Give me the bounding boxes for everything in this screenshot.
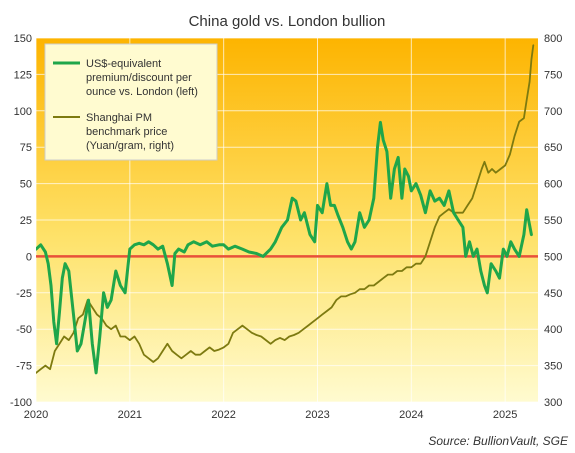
y-left-tick-label: 0 <box>26 251 32 263</box>
legend-label-shanghai-1: Shanghai PM <box>86 112 152 124</box>
legend: US$-equivalent premium/discount per ounc… <box>44 43 218 161</box>
legend-label-premium-1: US$-equivalent <box>86 58 161 70</box>
y-left-tick-label: -50 <box>16 324 32 336</box>
legend-label-premium-3: ounce vs. London (left) <box>86 86 198 98</box>
x-tick-label: 2025 <box>493 409 517 421</box>
y-right-tick-label: 300 <box>544 397 562 409</box>
y-right-tick-label: 700 <box>544 106 562 118</box>
series-line-premium <box>36 120 533 375</box>
legend-label-premium-2: premium/discount per <box>86 72 192 84</box>
y-left-tick-label: 125 <box>14 69 32 81</box>
left-axis: -100 -75 -50 -25 0 25 50 75 100 125 150 <box>10 33 32 409</box>
x-tick-label: 2024 <box>399 409 423 421</box>
y-left-tick-label: 150 <box>14 33 32 45</box>
chart-title: China gold vs. London bullion <box>189 13 386 30</box>
y-right-tick-label: 500 <box>544 251 562 263</box>
y-right-tick-label: 800 <box>544 33 562 45</box>
legend-label-shanghai-3: (Yuan/gram, right) <box>86 140 174 152</box>
y-right-tick-label: 550 <box>544 215 562 227</box>
y-left-tick-label: -75 <box>16 361 32 373</box>
y-left-tick-label: 25 <box>20 215 32 227</box>
y-left-tick-label: 100 <box>14 106 32 118</box>
x-tick-label: 2022 <box>211 409 235 421</box>
x-tick-label: 2020 <box>24 409 48 421</box>
y-left-tick-label: -25 <box>16 288 32 300</box>
y-right-tick-label: 650 <box>544 142 562 154</box>
source-note: Source: BullionVault, SGE <box>428 434 569 448</box>
y-right-tick-label: 750 <box>544 69 562 81</box>
source-name: BullionVault, SGE <box>470 434 569 448</box>
right-axis: 300 350 400 450 500 550 600 650 700 750 800 <box>544 33 562 409</box>
y-left-tick-label: 75 <box>20 142 32 154</box>
source-label: Source: <box>428 434 469 448</box>
series-line-shanghai <box>36 44 535 374</box>
y-left-tick-label: -100 <box>10 397 32 409</box>
y-left-tick-label: 50 <box>20 179 32 191</box>
x-tick-label: 2023 <box>305 409 329 421</box>
x-tick-label: 2021 <box>118 409 142 421</box>
y-right-tick-label: 450 <box>544 288 562 300</box>
y-right-tick-label: 400 <box>544 324 562 336</box>
y-right-tick-label: 600 <box>544 179 562 191</box>
x-axis: 2020 2021 2022 2023 2024 2025 <box>24 409 518 421</box>
y-right-tick-label: 350 <box>544 361 562 373</box>
legend-label-shanghai-2: benchmark price <box>86 126 167 138</box>
